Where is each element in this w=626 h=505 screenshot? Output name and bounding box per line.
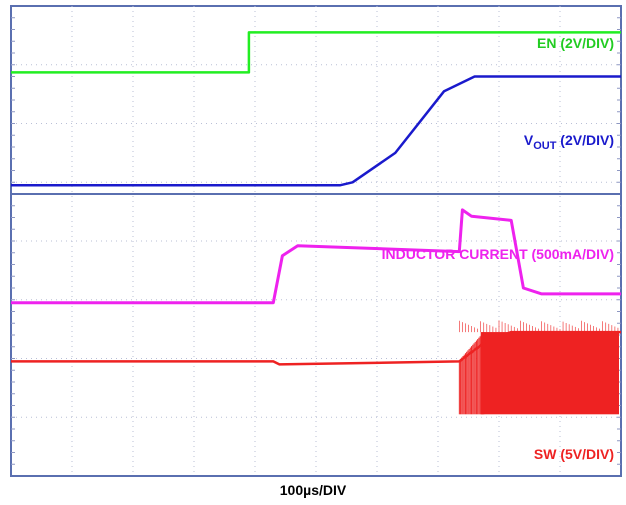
grid	[11, 6, 621, 476]
trace-vout	[11, 75, 621, 187]
en-trace-label: EN (2V/DIV)	[537, 35, 614, 51]
sw-trace-label: SW (5V/DIV)	[534, 446, 614, 462]
axis-ticks	[11, 17, 621, 465]
inductor-current-trace-label: INDUCTOR CURRENT (500mA/DIV)	[382, 246, 614, 262]
x-axis-label: 100µs/DIV	[279, 482, 347, 498]
trace-sw	[11, 330, 621, 366]
sw-switching-fill	[480, 332, 619, 415]
vout-label-rest: (2V/DIV)	[556, 132, 614, 148]
trace-en	[11, 31, 621, 74]
vout-label-subscript: OUT	[533, 140, 557, 152]
traces	[11, 31, 621, 415]
sw-switching-burst	[458, 320, 619, 415]
vout-label-main: V	[524, 132, 534, 148]
vout-trace-label: VOUT (2V/DIV)	[524, 132, 614, 152]
trace-inductor	[11, 208, 621, 305]
